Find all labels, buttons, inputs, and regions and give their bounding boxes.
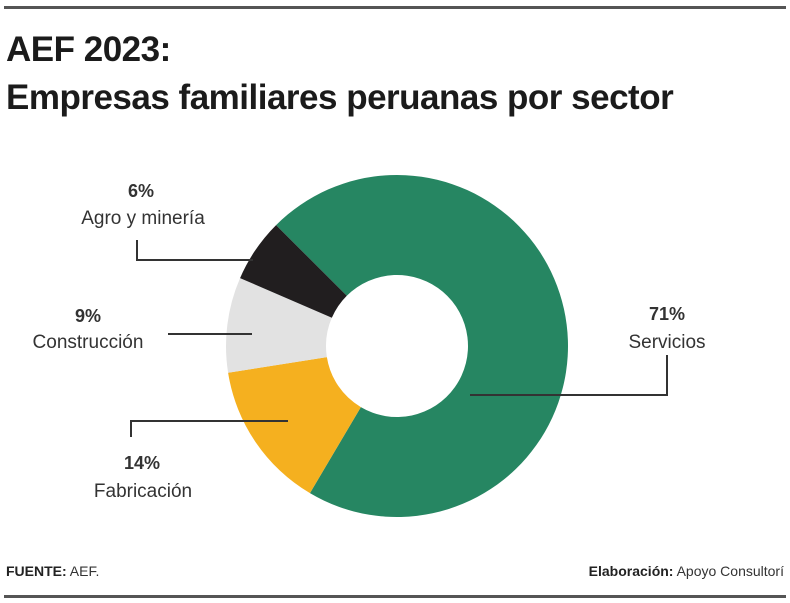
chart-title-line2: Empresas familiares peruanas por sector [6,78,674,117]
value-label-construccion: 9% [75,306,101,326]
credit-value: Apoyo Consultorí [676,563,784,579]
bottom-rule [4,595,786,598]
slice-servicios [276,174,569,517]
value-label-servicios: 71% [649,304,685,324]
chart-title-line1: AEF 2023: [6,30,171,69]
category-label-servicios: Servicios [628,332,705,353]
value-label-agro: 6% [128,181,154,201]
source-value: AEF. [69,563,100,579]
leader-line-agro [136,240,253,261]
credit-label: Elaboración: [588,563,674,579]
category-label-construccion: Construcción [33,332,144,353]
slice-fabricaci-n [228,357,361,494]
source-label: FUENTE: [6,563,67,579]
category-label-agro: Agro y minería [81,208,205,229]
slice-agro-y-miner-a [240,225,347,318]
leader-line-fabricacion [130,420,288,437]
value-label-fabricacion: 14% [124,453,160,473]
slice-construcci-n [226,278,332,373]
top-rule [4,6,786,9]
category-label-fabricacion: Fabricación [94,481,192,502]
source-note: FUENTE: AEF. [6,563,99,579]
leader-line-servicios [470,355,668,396]
credit-note: Elaboración: Apoyo Consultorí [589,563,784,579]
